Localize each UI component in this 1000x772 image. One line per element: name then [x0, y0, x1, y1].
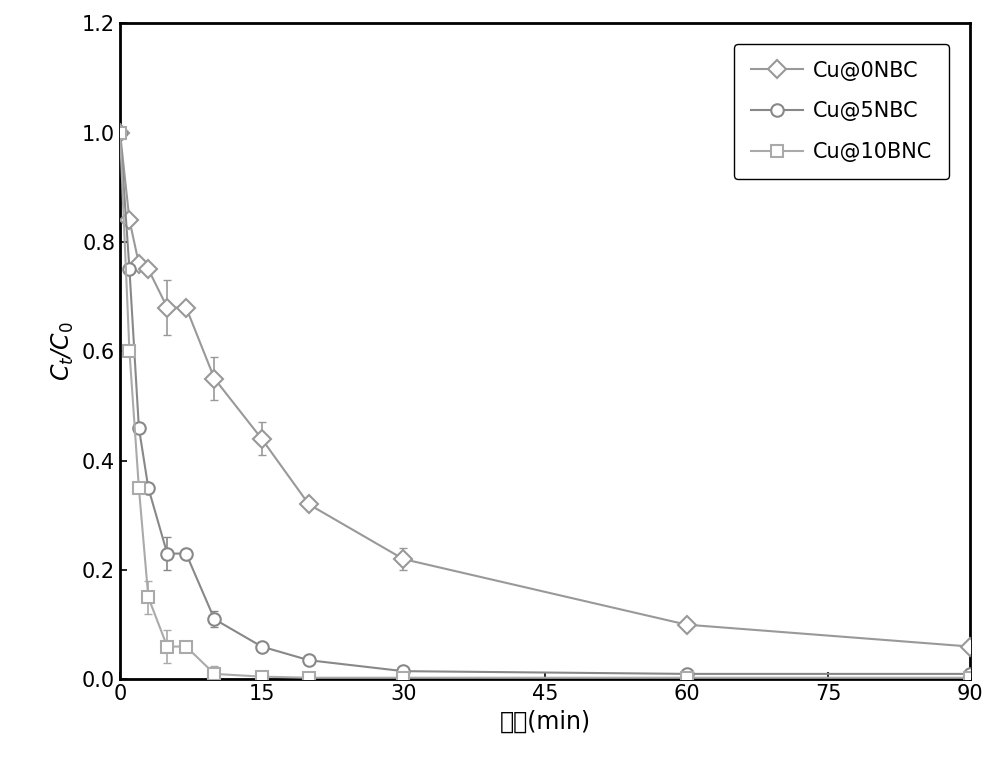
Cu@5NBC — [303, 655, 315, 665]
Cu@10BNC — [123, 347, 135, 356]
Cu@0NBC — [303, 499, 315, 509]
Cu@5NBC — [161, 549, 173, 558]
Cu@5NBC — [142, 483, 154, 493]
Cu@10BNC — [142, 593, 154, 602]
Cu@5NBC — [133, 423, 145, 432]
Legend: Cu@0NBC, Cu@5NBC, Cu@10BNC: Cu@0NBC, Cu@5NBC, Cu@10BNC — [734, 44, 949, 179]
Cu@5NBC — [208, 615, 220, 624]
Cu@0NBC — [397, 554, 409, 564]
Line: Cu@5NBC: Cu@5NBC — [114, 127, 976, 680]
Cu@0NBC — [114, 128, 126, 137]
Cu@5NBC — [114, 128, 126, 137]
Cu@10BNC — [303, 673, 315, 682]
Cu@0NBC — [180, 303, 192, 312]
Cu@5NBC — [180, 549, 192, 558]
Cu@10BNC — [180, 642, 192, 652]
Cu@5NBC — [397, 666, 409, 676]
Cu@0NBC — [256, 434, 268, 443]
Cu@10BNC — [208, 669, 220, 679]
Cu@0NBC — [681, 620, 693, 629]
Cu@0NBC — [964, 642, 976, 652]
Cu@0NBC — [133, 259, 145, 269]
Cu@0NBC — [123, 215, 135, 225]
Y-axis label: $C_t$/$C_0$: $C_t$/$C_0$ — [50, 321, 76, 381]
Cu@5NBC — [123, 265, 135, 274]
Cu@10BNC — [681, 673, 693, 682]
Cu@0NBC — [161, 303, 173, 312]
Cu@10BNC — [256, 672, 268, 681]
Line: Cu@10BNC: Cu@10BNC — [114, 127, 976, 684]
Cu@5NBC — [256, 642, 268, 652]
Cu@10BNC — [133, 483, 145, 493]
Cu@0NBC — [142, 265, 154, 274]
Cu@0NBC — [208, 374, 220, 383]
Cu@10BNC — [161, 642, 173, 652]
Cu@5NBC — [681, 669, 693, 679]
X-axis label: 时间(min): 时间(min) — [499, 709, 591, 733]
Cu@5NBC — [964, 669, 976, 679]
Cu@10BNC — [397, 673, 409, 682]
Cu@10BNC — [964, 673, 976, 682]
Line: Cu@0NBC: Cu@0NBC — [114, 127, 976, 653]
Cu@10BNC — [114, 128, 126, 137]
